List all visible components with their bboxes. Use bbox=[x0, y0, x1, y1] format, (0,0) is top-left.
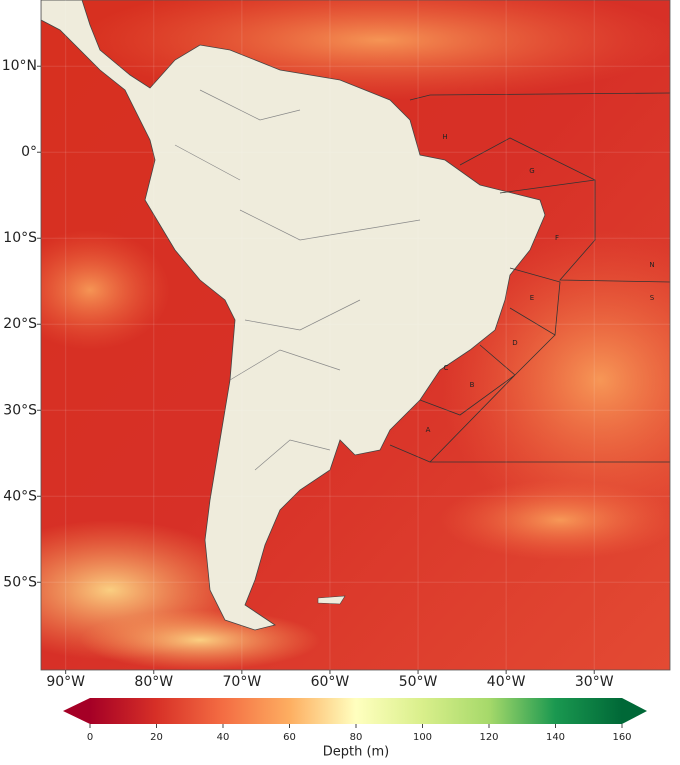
region-label: A bbox=[426, 426, 431, 434]
colorbar-tick-label: 40 bbox=[217, 732, 230, 743]
land bbox=[41, 0, 546, 631]
land bbox=[317, 595, 346, 605]
colorbar-tick-label: 0 bbox=[87, 732, 93, 743]
ocean-patch bbox=[80, 610, 320, 670]
region-label: S bbox=[650, 294, 655, 302]
x-tick-label: 50°W bbox=[399, 674, 438, 690]
colorbar bbox=[90, 698, 622, 724]
colorbar-label: Depth (m) bbox=[323, 745, 390, 760]
x-tick-label: 80°W bbox=[134, 674, 173, 690]
ocean-patch bbox=[440, 480, 670, 560]
region-label: H bbox=[442, 133, 447, 141]
colorbar-extend-low bbox=[63, 698, 90, 724]
colorbar-tick-label: 60 bbox=[283, 732, 296, 743]
x-tick-label: 40°W bbox=[487, 674, 526, 690]
colorbar-tick-label: 100 bbox=[413, 732, 432, 743]
x-tick-label: 60°W bbox=[311, 674, 350, 690]
region-label: N bbox=[649, 261, 654, 269]
colorbar-extend-high bbox=[622, 698, 647, 724]
x-tick-label: 70°W bbox=[223, 674, 262, 690]
region-label: E bbox=[530, 294, 534, 302]
x-tick-label: 90°W bbox=[46, 674, 85, 690]
region-label: D bbox=[512, 339, 517, 347]
colorbar-tick-label: 160 bbox=[612, 732, 631, 743]
y-tick-label: 10°S bbox=[3, 230, 37, 246]
y-tick-label: 20°S bbox=[3, 316, 37, 332]
region-label: G bbox=[529, 167, 534, 175]
map-frame bbox=[40, 0, 671, 671]
region-label: F bbox=[555, 234, 559, 242]
y-tick-label: 10°N bbox=[2, 58, 37, 74]
colorbar-tick-label: 140 bbox=[546, 732, 565, 743]
y-tick-label: 50°S bbox=[3, 574, 37, 590]
ocean-patch bbox=[41, 230, 170, 350]
y-tick-label: 30°S bbox=[3, 402, 37, 418]
y-tick-label: 40°S bbox=[3, 488, 37, 504]
x-tick-label: 30°W bbox=[575, 674, 614, 690]
region-boundaries bbox=[389, 92, 670, 463]
colorbar-tick-label: 120 bbox=[479, 732, 498, 743]
borders bbox=[174, 89, 421, 471]
y-tick-label: 0° bbox=[21, 144, 37, 160]
map-area bbox=[41, 0, 670, 670]
colorbar-tick-label: 20 bbox=[150, 732, 163, 743]
colorbar-tick-label: 80 bbox=[350, 732, 363, 743]
region-label: B bbox=[470, 381, 475, 389]
region-label: C bbox=[444, 364, 449, 372]
